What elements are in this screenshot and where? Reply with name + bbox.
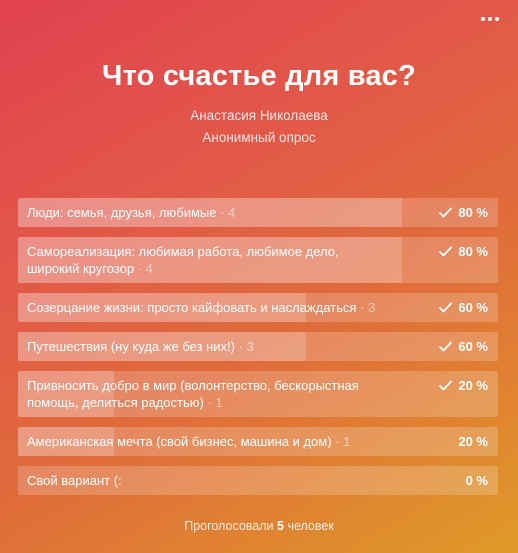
option-fill-bar bbox=[18, 332, 306, 361]
menu-dot bbox=[481, 17, 485, 21]
poll-option[interactable]: Американская мечта (свой бизнес, машина … bbox=[18, 427, 498, 456]
more-dots-icon[interactable] bbox=[476, 9, 504, 29]
option-fill-bar bbox=[18, 427, 114, 456]
poll-author[interactable]: Анастасия Николаева bbox=[190, 108, 328, 123]
option-result: 80 % bbox=[439, 205, 488, 220]
option-percent: 60 % bbox=[458, 300, 488, 315]
option-percent: 80 % bbox=[458, 205, 488, 220]
menu-dot bbox=[488, 17, 492, 21]
option-label: Люди: семья, друзья, любимые · 4 bbox=[18, 198, 498, 227]
option-separator: · bbox=[356, 300, 369, 315]
poll-option[interactable]: Самореализация: любимая работа, любимое … bbox=[18, 237, 498, 283]
voters-count: 5 bbox=[277, 519, 284, 533]
option-percent: 20 % bbox=[458, 378, 488, 393]
option-text: Привносить добро в мир (волонтерство, бе… bbox=[27, 378, 359, 410]
option-separator: · bbox=[216, 205, 229, 220]
option-separator: · bbox=[235, 339, 247, 354]
option-text: Американская мечта (свой бизнес, машина … bbox=[27, 434, 332, 449]
option-result: 60 % bbox=[439, 339, 488, 354]
check-icon bbox=[439, 246, 453, 257]
poll-option[interactable]: Путешествия (ну куда же без них!) · 3 60… bbox=[18, 332, 498, 361]
option-vote-count: 4 bbox=[145, 261, 153, 276]
poll-options: Люди: семья, друзья, любимые · 4 80 % Са… bbox=[18, 198, 498, 505]
option-label: Свой вариант (: bbox=[18, 466, 498, 495]
option-result: 20 % bbox=[439, 378, 488, 393]
option-text: Путешествия (ну куда же без них!) bbox=[27, 339, 235, 354]
option-result: 0 % bbox=[466, 473, 488, 488]
option-label: Самореализация: любимая работа, любимое … bbox=[18, 237, 498, 283]
option-separator: · bbox=[331, 434, 344, 449]
option-label: Созерцание жизни: просто кайфовать и нас… bbox=[18, 293, 498, 322]
check-icon bbox=[439, 302, 453, 313]
option-text: Люди: семья, друзья, любимые bbox=[27, 205, 217, 220]
option-result: 60 % bbox=[439, 300, 488, 315]
option-fill-bar bbox=[18, 293, 306, 322]
option-fill-bar bbox=[18, 198, 402, 227]
option-fill-bar bbox=[18, 371, 114, 417]
check-icon bbox=[439, 341, 453, 352]
poll-option[interactable]: Привносить добро в мир (волонтерство, бе… bbox=[18, 371, 498, 417]
option-text: Свой вариант (: bbox=[27, 473, 122, 488]
option-fill-bar bbox=[18, 237, 402, 283]
option-vote-count: 3 bbox=[246, 339, 254, 354]
poll-option[interactable]: Люди: семья, друзья, любимые · 4 80 % bbox=[18, 198, 498, 227]
check-icon bbox=[439, 380, 453, 391]
option-vote-count: 3 bbox=[368, 300, 376, 315]
option-vote-count: 1 bbox=[343, 434, 351, 449]
option-vote-count: 1 bbox=[215, 395, 223, 410]
option-percent: 0 % bbox=[465, 473, 488, 488]
menu-dot bbox=[495, 17, 499, 21]
option-text: Самореализация: любимая работа, любимое … bbox=[27, 244, 339, 276]
footer-prefix: Проголосовали bbox=[184, 519, 274, 533]
poll-option[interactable]: Созерцание жизни: просто кайфовать и нас… bbox=[18, 293, 498, 322]
option-percent: 80 % bbox=[458, 244, 488, 259]
option-vote-count: 4 bbox=[228, 205, 236, 220]
poll-footer: Проголосовали 5 человек bbox=[0, 519, 518, 533]
poll-title: Что счастье для вас? bbox=[102, 60, 416, 92]
option-text: Созерцание жизни: просто кайфовать и нас… bbox=[27, 300, 357, 315]
option-percent: 60 % bbox=[458, 339, 488, 354]
option-label: Американская мечта (свой бизнес, машина … bbox=[18, 427, 498, 456]
option-separator: · bbox=[203, 395, 216, 410]
option-label: Путешествия (ну куда же без них!) · 3 bbox=[18, 332, 498, 361]
option-result: 20 % bbox=[458, 434, 488, 449]
option-label: Привносить добро в мир (волонтерство, бе… bbox=[18, 371, 498, 417]
poll-option[interactable]: Свой вариант (: 0 % bbox=[18, 466, 498, 495]
option-result: 80 % bbox=[439, 244, 488, 259]
check-icon bbox=[439, 207, 453, 218]
poll-type: Анонимный опрос bbox=[202, 130, 316, 145]
option-percent: 20 % bbox=[458, 434, 488, 449]
footer-suffix: человек bbox=[287, 519, 334, 533]
option-separator: · bbox=[134, 261, 146, 276]
